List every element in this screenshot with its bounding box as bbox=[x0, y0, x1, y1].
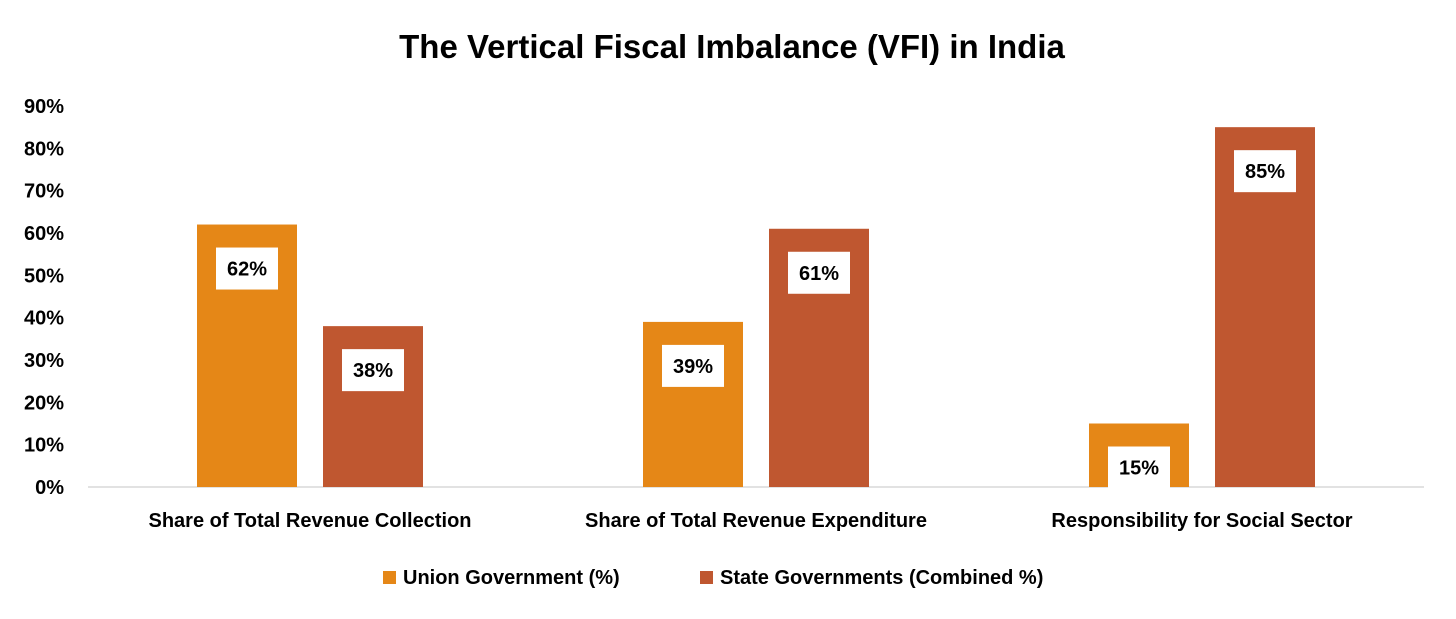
data-label: 62% bbox=[227, 259, 267, 281]
data-label-box bbox=[342, 349, 404, 392]
data-label-box bbox=[1108, 446, 1170, 489]
bars-group: 62% 39% 15% 38% 61% 85% bbox=[197, 127, 1315, 489]
x-category-label: Responsibility for Social Sector bbox=[1051, 510, 1352, 532]
data-label: 15% bbox=[1119, 458, 1159, 480]
y-axis: 0% 10% 20% 30% 40% 50% 60% 70% 80% 90% bbox=[24, 96, 64, 499]
y-tick-label: 60% bbox=[24, 223, 64, 245]
data-label-box bbox=[216, 247, 278, 290]
data-label-box bbox=[788, 251, 850, 294]
data-label-box bbox=[662, 344, 724, 387]
x-axis-categories: Share of Total Revenue Collection Share o… bbox=[148, 510, 1352, 532]
x-category-label: Share of Total Revenue Expenditure bbox=[585, 510, 927, 532]
data-label: 85% bbox=[1245, 161, 1285, 183]
legend-swatch bbox=[383, 571, 396, 584]
legend: Union Government (%) State Governments (C… bbox=[383, 567, 1043, 589]
data-label: 61% bbox=[799, 263, 839, 285]
x-category-label: Share of Total Revenue Collection bbox=[148, 510, 471, 532]
legend-swatch bbox=[700, 571, 713, 584]
data-label: 39% bbox=[673, 356, 713, 378]
y-tick-label: 50% bbox=[24, 265, 64, 287]
y-tick-label: 70% bbox=[24, 181, 64, 203]
y-tick-label: 10% bbox=[24, 435, 64, 457]
y-tick-label: 20% bbox=[24, 392, 64, 414]
data-label: 38% bbox=[353, 360, 393, 382]
y-tick-label: 0% bbox=[35, 477, 64, 499]
chart-title: The Vertical Fiscal Imbalance (VFI) in I… bbox=[399, 28, 1065, 65]
legend-label: Union Government (%) bbox=[403, 567, 620, 589]
data-label-box bbox=[1234, 150, 1296, 193]
y-tick-label: 30% bbox=[24, 350, 64, 372]
legend-label: State Governments (Combined %) bbox=[720, 567, 1043, 589]
y-tick-label: 80% bbox=[24, 138, 64, 160]
y-tick-label: 40% bbox=[24, 308, 64, 330]
y-tick-label: 90% bbox=[24, 96, 64, 118]
